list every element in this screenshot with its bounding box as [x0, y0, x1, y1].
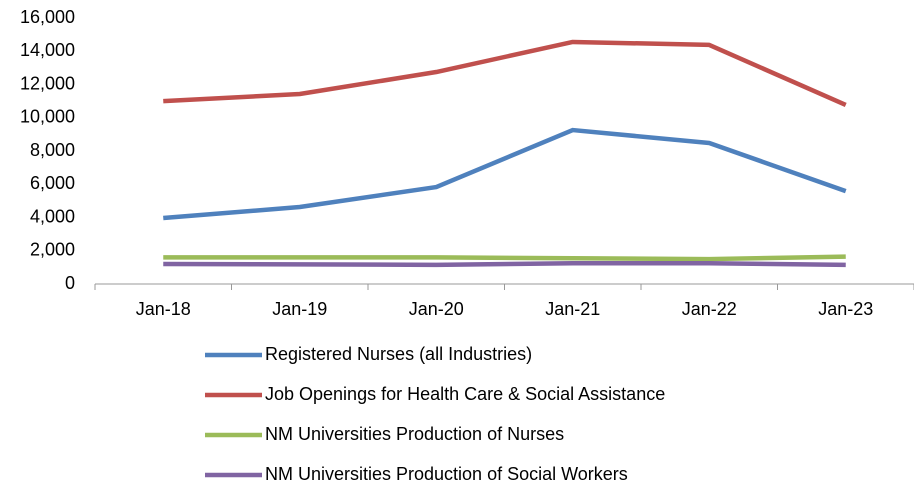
x-tick-label: Jan-19	[272, 299, 327, 319]
legend-label: NM Universities Production of Social Wor…	[265, 464, 628, 484]
legend-label: Job Openings for Health Care & Social As…	[265, 384, 665, 404]
y-tick-label: 16,000	[20, 7, 75, 27]
legend-label: Registered Nurses (all Industries)	[265, 344, 532, 364]
y-tick-label: 4,000	[30, 206, 75, 226]
x-tick-label: Jan-20	[409, 299, 464, 319]
y-tick-label: 0	[65, 273, 75, 293]
x-tick-label: Jan-18	[136, 299, 191, 319]
y-tick-label: 2,000	[30, 240, 75, 260]
legend-label: NM Universities Production of Nurses	[265, 424, 564, 444]
y-tick-label: 8,000	[30, 140, 75, 160]
series-line	[163, 39, 847, 108]
y-tick-label: 10,000	[20, 107, 75, 127]
series-line	[163, 260, 846, 268]
x-tick-label: Jan-22	[682, 299, 737, 319]
y-tick-label: 14,000	[20, 40, 75, 60]
x-tick-label: Jan-21	[545, 299, 600, 319]
series-line	[163, 254, 846, 262]
series-line	[163, 127, 847, 221]
x-tick-label: Jan-23	[818, 299, 873, 319]
y-tick-label: 6,000	[30, 173, 75, 193]
y-tick-label: 12,000	[20, 73, 75, 93]
